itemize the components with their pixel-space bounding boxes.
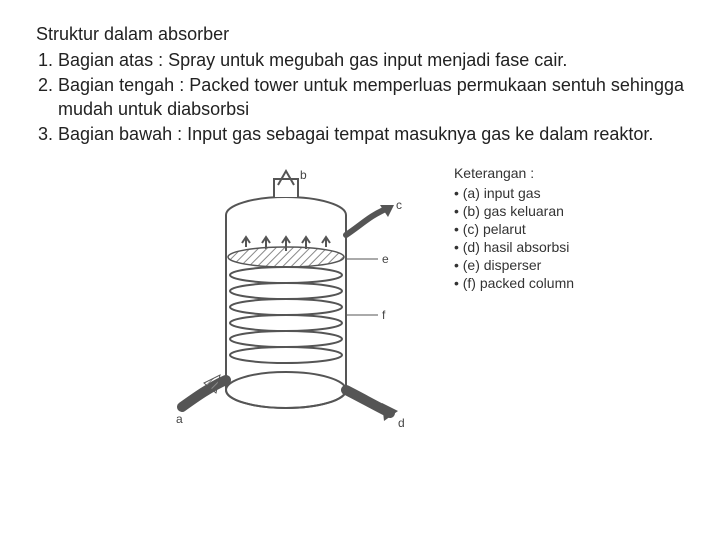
legend-item: (d) hasil absorbsi: [454, 239, 574, 255]
legend-item: (e) disperser: [454, 257, 574, 273]
body-list: Bagian atas : Spray untuk megubah gas in…: [58, 49, 684, 147]
legend-title: Keterangan :: [454, 165, 574, 181]
label-d: d: [398, 416, 405, 430]
page-title: Struktur dalam absorber: [36, 24, 684, 45]
legend-item: (b) gas keluaran: [454, 203, 574, 219]
label-a: a: [176, 412, 183, 426]
legend-list: (a) input gas (b) gas keluaran (c) pelar…: [454, 185, 574, 291]
label-f: f: [382, 308, 386, 322]
list-item: Bagian atas : Spray untuk megubah gas in…: [58, 49, 684, 72]
label-b: b: [300, 168, 307, 182]
label-c: c: [396, 198, 402, 212]
list-item: Bagian tengah : Packed tower untuk mempe…: [58, 74, 684, 121]
absorber-diagram: b c e f: [146, 165, 426, 435]
list-item: Bagian bawah : Input gas sebagai tempat …: [58, 123, 684, 146]
label-e: e: [382, 252, 389, 266]
legend: Keterangan : (a) input gas (b) gas kelua…: [454, 165, 574, 293]
legend-item: (f) packed column: [454, 275, 574, 291]
legend-item: (c) pelarut: [454, 221, 574, 237]
legend-item: (a) input gas: [454, 185, 574, 201]
